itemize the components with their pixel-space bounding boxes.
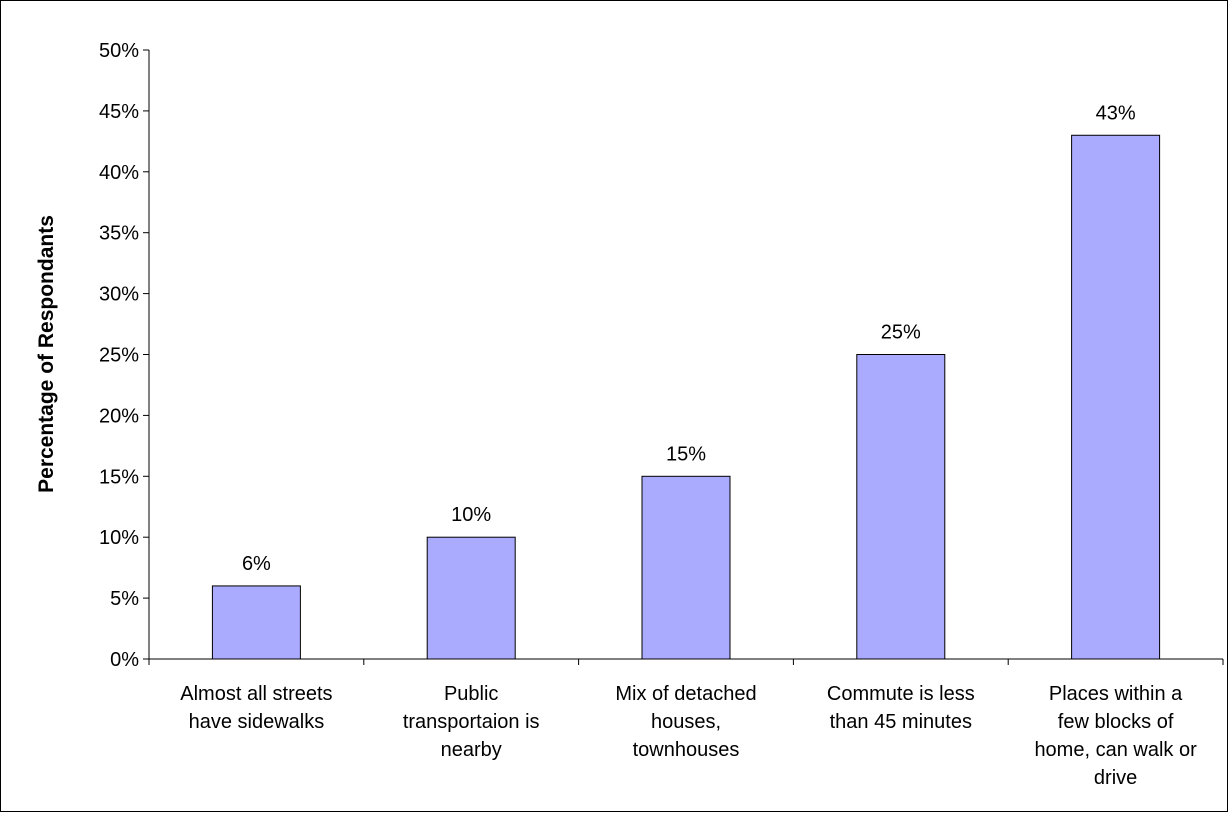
y-tick-label: 50% <box>99 40 139 62</box>
bar <box>641 475 731 660</box>
y-tick-label: 10% <box>99 527 139 549</box>
y-axis-title: Percentage of Respondants <box>35 215 58 493</box>
y-axis: 0% 5% 10% 15% 20% 25% 30% 35% 40% 45% 50% <box>99 40 150 671</box>
y-tick-label: 15% <box>99 466 139 488</box>
x-category-label-line: transportaion is <box>403 711 540 733</box>
bar <box>211 585 301 660</box>
x-category-label-line: Public <box>444 683 498 705</box>
x-category-label: Commute is less than 45 minutes <box>827 683 975 733</box>
y-tick-label: 25% <box>99 345 139 367</box>
x-category-label-line: Places within a <box>1049 683 1183 705</box>
bar <box>856 354 946 660</box>
data-label: 25% <box>881 322 921 344</box>
x-category-label-line: have sidewalks <box>189 711 325 733</box>
data-label: 43% <box>1096 102 1136 124</box>
x-category-label-line: Mix of detached <box>615 683 756 705</box>
bars <box>211 134 1161 660</box>
bar <box>1071 134 1161 660</box>
data-labels: 6% 10% 15% 25% 43% <box>242 102 1136 575</box>
data-label: 15% <box>666 443 706 465</box>
x-category-label-line: houses, <box>651 711 721 733</box>
data-label: 10% <box>451 504 491 526</box>
data-label: 6% <box>242 553 271 575</box>
x-category-label: Almost all streets have sidewalks <box>180 683 332 733</box>
x-category-label-line: nearby <box>441 739 502 761</box>
x-category-label-line: townhouses <box>633 739 740 761</box>
y-tick-label: 5% <box>110 588 139 610</box>
x-category-label: Public transportaion is nearby <box>403 683 540 761</box>
x-category-label-line: Commute is less <box>827 683 975 705</box>
bar <box>426 536 516 660</box>
x-category-label: Places within a few blocks of home, can wa… <box>1034 683 1197 789</box>
x-category-label-line: home, can walk or <box>1034 739 1197 761</box>
y-tick-label: 45% <box>99 101 139 123</box>
x-axis <box>148 658 1224 665</box>
x-category-label-line: Almost all streets <box>180 683 332 705</box>
y-tick-label: 40% <box>99 162 139 184</box>
x-category-label: Mix of detached houses, townhouses <box>615 683 756 761</box>
x-category-label-line: than 45 minutes <box>830 711 972 733</box>
y-tick-label: 30% <box>99 284 139 306</box>
y-tick-label: 35% <box>99 223 139 245</box>
x-category-label-line: few blocks of <box>1058 711 1174 733</box>
category-labels: Almost all streets have sidewalks Public tr… <box>180 683 1197 789</box>
y-tick-label: 20% <box>99 405 139 427</box>
y-tick-label: 0% <box>110 649 139 671</box>
x-category-label-line: drive <box>1094 767 1137 789</box>
